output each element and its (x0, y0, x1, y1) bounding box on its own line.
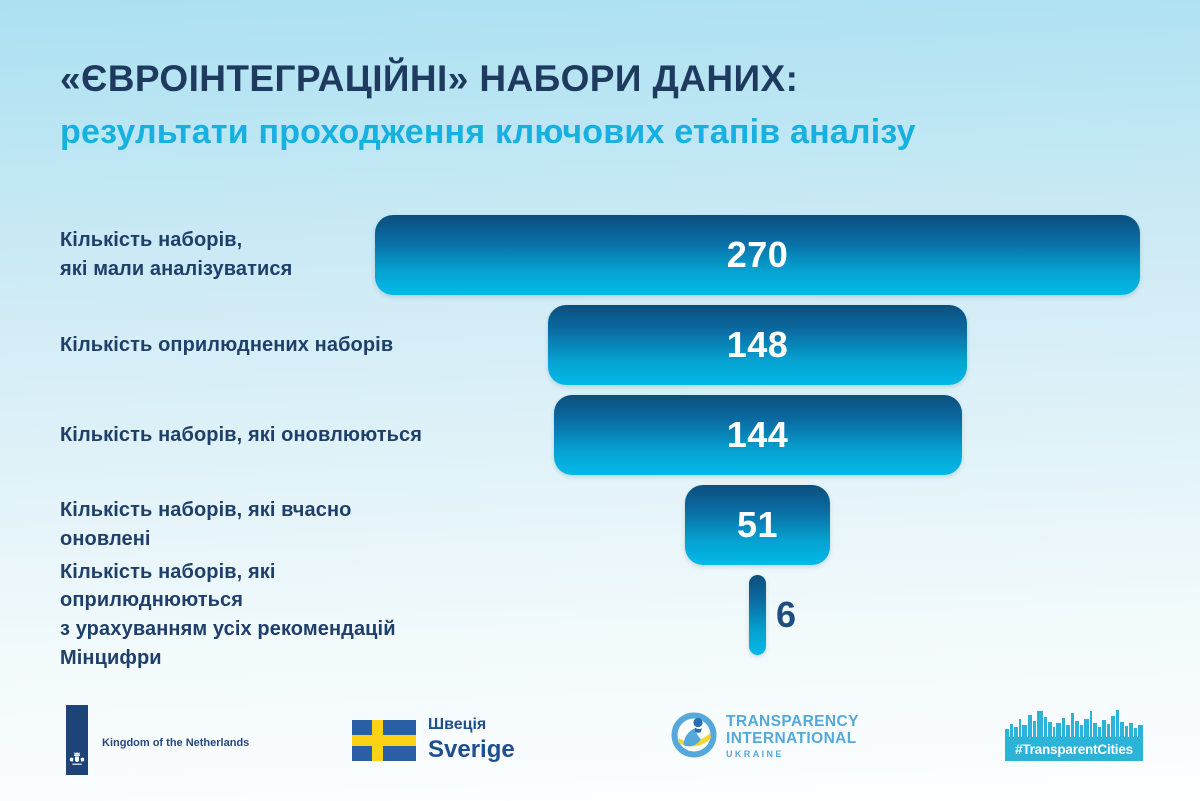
ti-text: TRANSPARENCY INTERNATIONAL UKRAINE (726, 713, 859, 759)
funnel-row: Кількість наборів, які мали аналізуватис… (0, 215, 1200, 295)
city-skyline-icon (1005, 710, 1143, 737)
sweden-logo: Швеція Sverige (352, 716, 515, 764)
ti-country-label: UKRAINE (726, 749, 784, 759)
page-title: «ЄВРОІНТЕГРАЦІЙНІ» НАБОРИ ДАНИХ: (60, 58, 799, 99)
row-label: Кількість наборів, які вчасно оновлені (60, 499, 352, 550)
bar-value: 148 (726, 324, 789, 365)
header: «ЄВРОІНТЕГРАЦІЙНІ» НАБОРИ ДАНИХ: результ… (60, 58, 916, 152)
ti-name-line1: TRANSPARENCY (726, 713, 859, 730)
netherlands-label: Kingdom of the Netherlands (102, 737, 250, 749)
row-label: Кількість наборів, які оприлюднюються з … (60, 560, 396, 669)
funnel-bar: 270 (375, 215, 1140, 295)
netherlands-coat-of-arms-icon (69, 752, 85, 765)
funnel-row: Кількість наборів, які вчасно оновлені 5… (0, 485, 1200, 565)
funnel-bar: 144 (553, 395, 962, 475)
bar-value-outside: 6 (776, 594, 797, 635)
row-label: Кількість оприлюднених наборів (60, 333, 394, 356)
funnel-bar: 51 (685, 485, 830, 565)
sweden-label-uk: Швеція (428, 716, 487, 733)
row-label: Кількість наборів, які мали аналізуватис… (60, 229, 293, 280)
sweden-label-sv: Sverige (428, 736, 515, 763)
transparent-cities-badge: #TransparentCities (1005, 737, 1143, 761)
funnel-row: Кількість оприлюднених наборів 148 (0, 305, 1200, 385)
ti-globe-icon (671, 712, 717, 758)
transparent-cities-logo: #TransparentCities (1005, 710, 1143, 761)
funnel-row: Кількість наборів, які оприлюднюються з … (0, 560, 1200, 669)
row-label: Кількість наборів, які оновлюються (60, 423, 423, 446)
transparency-international-logo: TRANSPARENCY INTERNATIONAL UKRAINE (670, 710, 859, 759)
ti-name-line2: INTERNATIONAL (726, 730, 857, 747)
sweden-flag-icon (352, 719, 416, 761)
netherlands-ribbon (66, 705, 88, 775)
funnel-bar: 148 (547, 305, 968, 385)
sweden-text: Швеція Sverige (428, 716, 515, 764)
netherlands-logo: Kingdom of the Netherlands (66, 705, 249, 775)
bar-value: 51 (736, 504, 779, 545)
funnel-bar (749, 575, 766, 655)
bar-value: 144 (726, 414, 789, 455)
page-subtitle: результати проходження ключових етапів а… (60, 113, 916, 151)
footer-logos: Kingdom of the Netherlands Швеція Sverig… (0, 690, 1200, 801)
funnel-row: Кількість наборів, які оновлюються 144 (0, 395, 1200, 475)
bar-value: 270 (726, 234, 789, 275)
